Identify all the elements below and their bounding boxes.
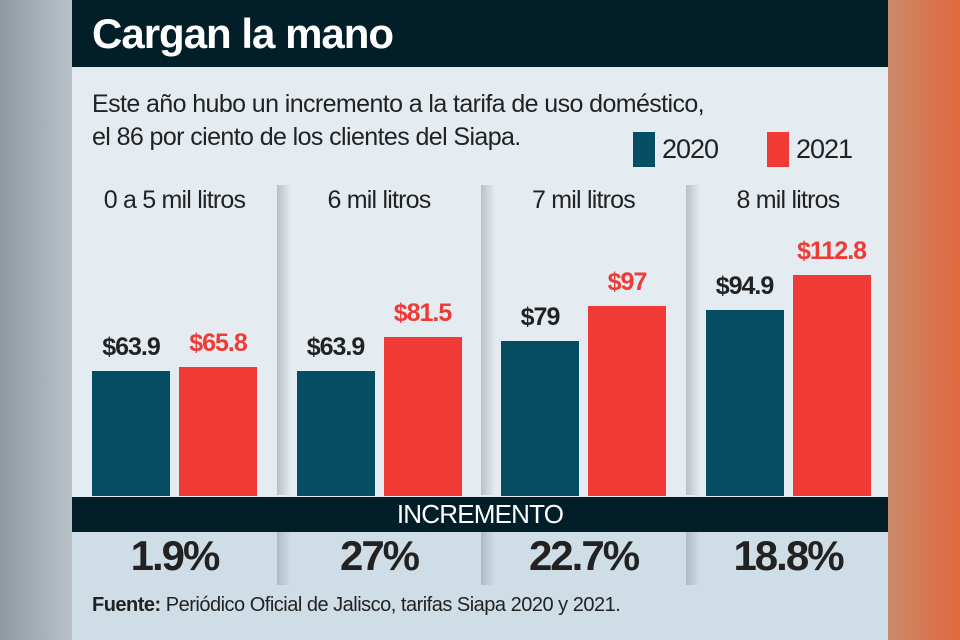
group-separator — [685, 185, 700, 495]
group-separator — [481, 185, 495, 495]
legend-swatch-2020 — [633, 132, 655, 167]
chart-subtitle: Este año hubo un incremento a la tarifa … — [92, 88, 812, 154]
bar-2021 — [588, 306, 666, 496]
group-separator — [276, 532, 291, 585]
subtitle-line: Este año hubo un incremento a la tarifa … — [92, 90, 705, 118]
bar-2021 — [179, 367, 257, 496]
increment-area — [72, 532, 888, 640]
data-label-2020: $63.9 — [306, 333, 366, 361]
group-separator — [685, 532, 700, 585]
group-separator — [481, 532, 495, 585]
increment-value: 18.8% — [733, 532, 844, 579]
bar-2020 — [705, 310, 784, 496]
increment-value: 22.7% — [528, 532, 640, 579]
bar-2020 — [92, 371, 170, 496]
data-label-2020: $94.9 — [715, 272, 775, 301]
legend-label-2020: 2020 — [662, 134, 719, 164]
category-label: 6 mil litros — [327, 186, 432, 214]
bar-2021 — [792, 275, 871, 496]
bar-2020 — [501, 341, 579, 496]
source-label: Fuente: — [92, 594, 161, 616]
source-text: Periódico Oficial de Jalisco, tarifas Si… — [160, 594, 621, 616]
bar-2021 — [383, 336, 462, 496]
data-label-2021: $97 — [607, 268, 648, 297]
chart-title: Cargan la mano — [92, 10, 394, 57]
category-label: 8 mil litros — [736, 186, 841, 214]
category-label: 0 a 5 mil litros — [103, 186, 246, 214]
data-label-2021: $112.8 — [796, 237, 867, 266]
group-separator — [276, 185, 291, 495]
infographic: Cargan la mano Este año hubo un incremen… — [72, 0, 888, 640]
increment-value: 27% — [339, 532, 420, 579]
source-note: Fuente: Periódico Oficial de Jalisco, ta… — [92, 594, 621, 617]
increment-header-bar: INCREMENTO — [72, 497, 888, 532]
data-label-2020: $63.9 — [102, 333, 161, 361]
category-label: 7 mil litros — [532, 186, 636, 214]
legend-label-2021: 2021 — [796, 134, 853, 164]
data-label-2020: $79 — [520, 303, 561, 332]
title-bar: Cargan la mano — [72, 0, 888, 67]
increment-value: 1.9% — [130, 532, 221, 579]
legend-swatch-2021 — [767, 132, 789, 167]
subtitle-line: el 86 por ciento de los clientes del Sia… — [92, 123, 521, 151]
data-label-2021: $65.8 — [189, 329, 248, 358]
data-label-2021: $81.5 — [393, 298, 453, 327]
bar-2020 — [296, 371, 375, 496]
increment-header: INCREMENTO — [396, 499, 564, 529]
